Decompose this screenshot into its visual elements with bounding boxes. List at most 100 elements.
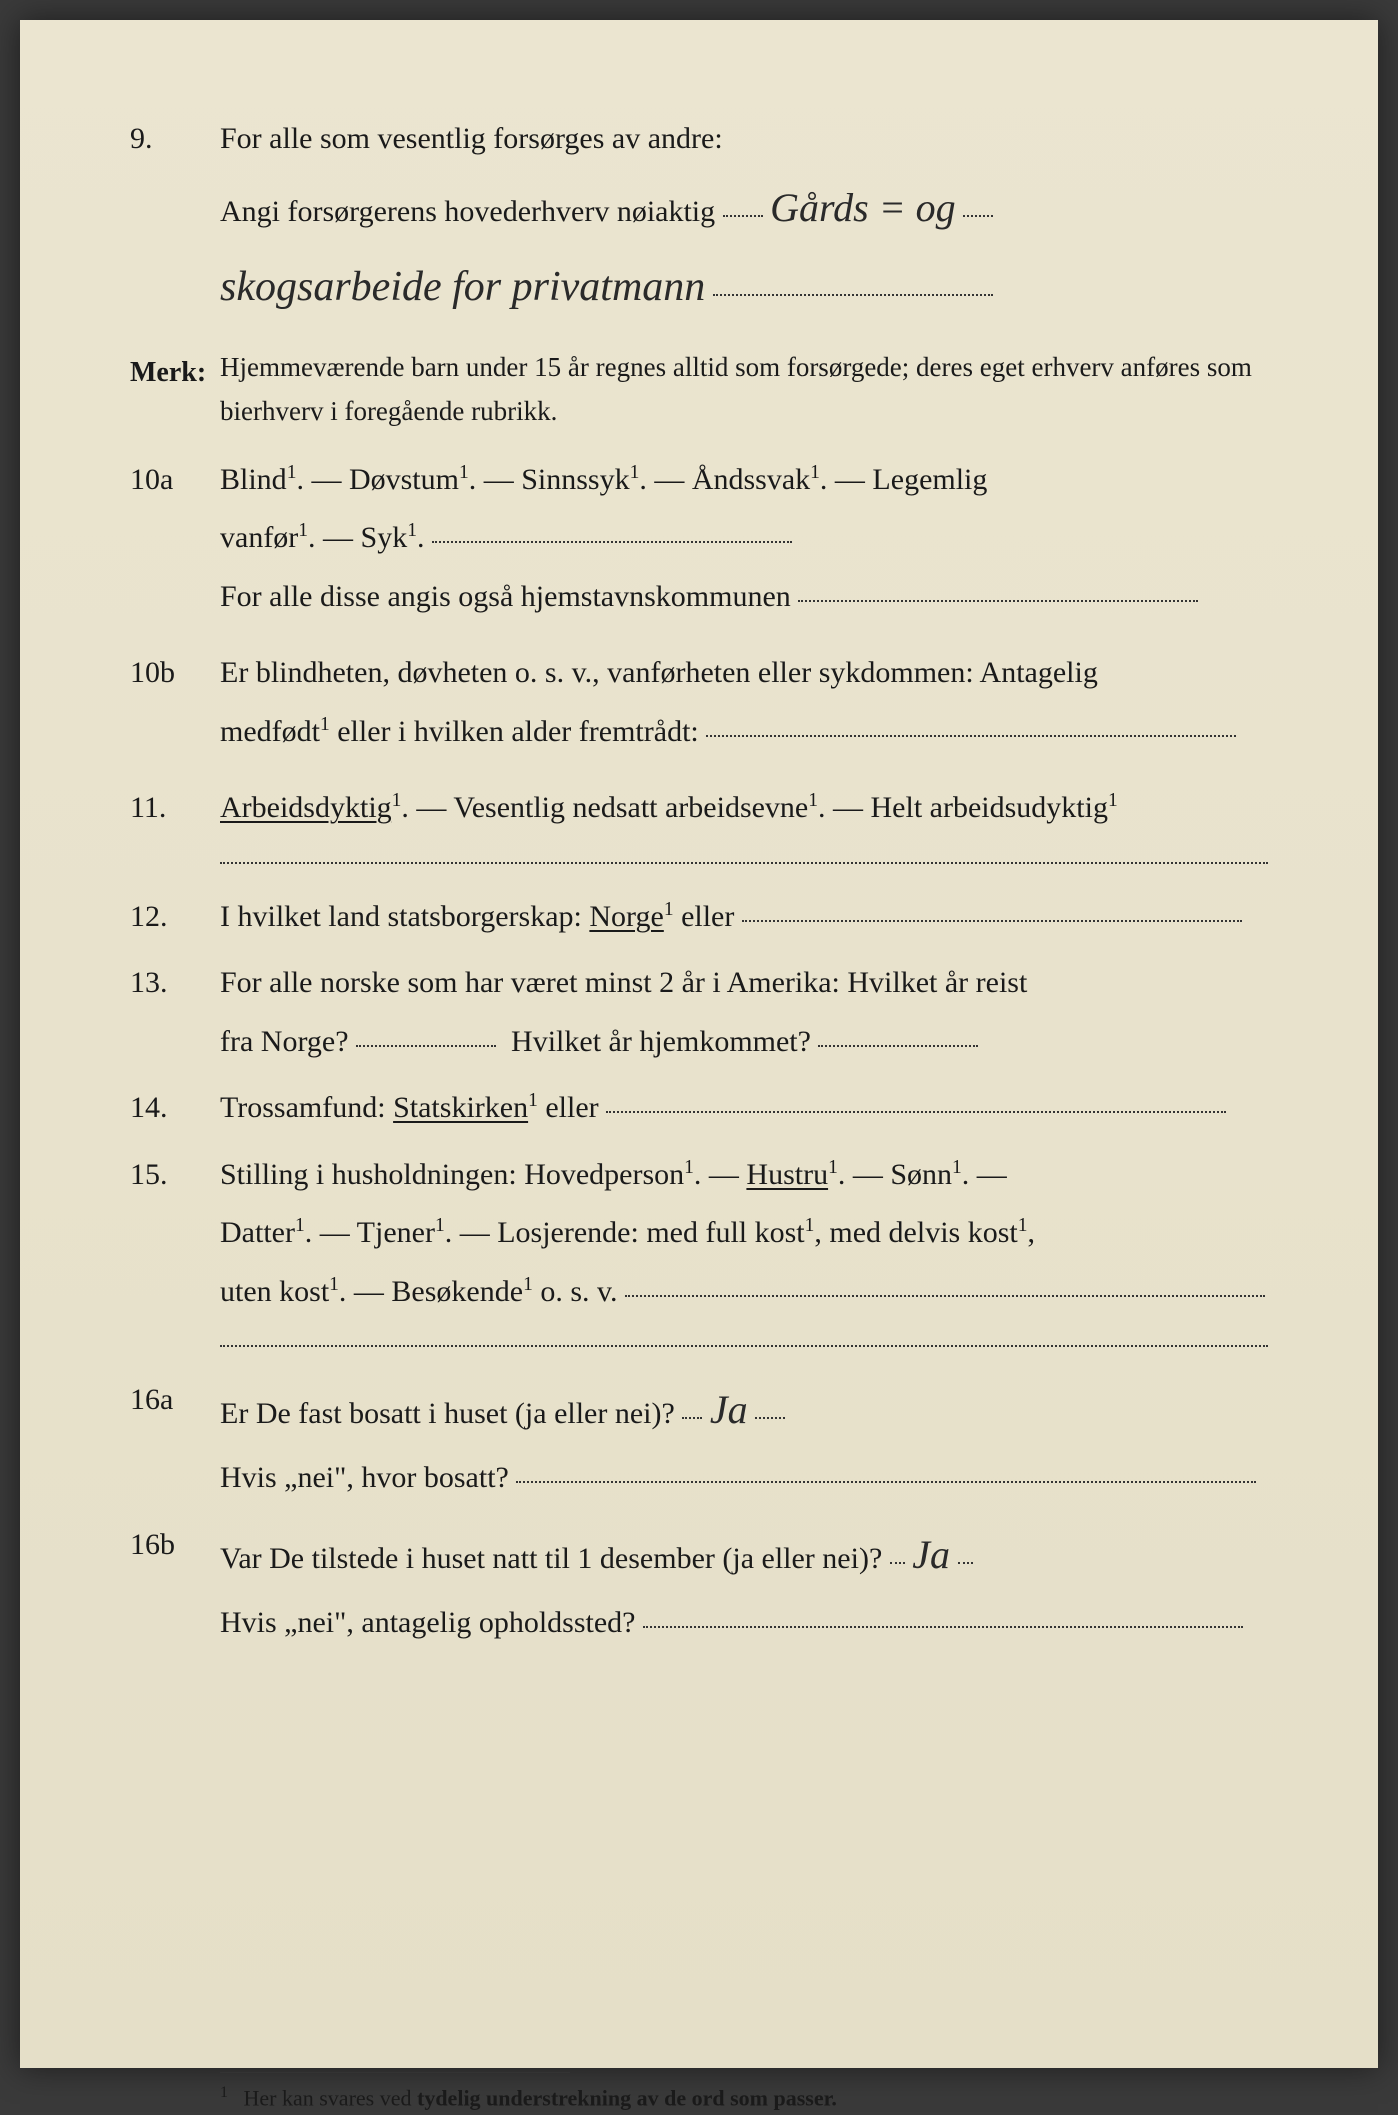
q15-datter: Datter [220, 1216, 295, 1249]
q12-pre: I hvilket land statsborgerskap: [220, 900, 589, 933]
q9-number: 9. [130, 110, 220, 167]
q16b-line2: Hvis „nei", antagelig opholdssted? [220, 1606, 636, 1639]
q14-post: eller [538, 1091, 599, 1124]
q10b-line1: Er blindheten, døvheten o. s. v., vanfør… [220, 656, 1098, 689]
merk-note: Merk: Hjemmeværende barn under 15 år reg… [130, 346, 1268, 432]
question-10a: 10a Blind1. — Døvstum1. — Sinnssyk1. — Å… [130, 451, 1268, 627]
q14-pre: Trossamfund: [220, 1091, 393, 1124]
question-12: 12. I hvilket land statsborgerskap: Norg… [130, 888, 1268, 947]
q10b-post: eller i hvilken alder fremtrådt: [330, 715, 699, 748]
q10a-syk: . — Syk [308, 521, 407, 554]
divider-line-2 [220, 1345, 1268, 1347]
q10a-legemlig: . — Legemlig [820, 463, 987, 496]
blank-line [713, 294, 993, 296]
q12-number: 12. [130, 888, 220, 945]
q10a-sinnssyk: . — Sinnssyk [469, 463, 630, 496]
q14-statskirken: Statskirken [393, 1091, 528, 1124]
q15-text: Stilling i husholdningen: Hovedperson1. … [220, 1146, 1268, 1322]
blank-line [356, 1045, 496, 1047]
blank-line [432, 541, 792, 543]
q16a-line1: Er De fast bosatt i huset (ja eller nei)… [220, 1397, 675, 1430]
question-15: 15. Stilling i husholdningen: Hovedperso… [130, 1146, 1268, 1322]
q9-handwritten-2: skogsarbeide for privatmann [220, 247, 705, 329]
footnote: 1 Her kan svares ved tydelig understrekn… [220, 2081, 1268, 2114]
question-14: 14. Trossamfund: Statskirken1 eller [130, 1079, 1268, 1138]
blank-line [516, 1481, 1256, 1483]
q15-dash2: . — [962, 1158, 1007, 1191]
q16a-line2: Hvis „nei", hvor bosatt? [220, 1461, 509, 1494]
q10b-text: Er blindheten, døvheten o. s. v., vanfør… [220, 644, 1268, 761]
q10a-dovstum: . — Døvstum [296, 463, 459, 496]
divider-line [220, 862, 1268, 864]
q11-number: 11. [130, 779, 220, 836]
q9-text: For alle som vesentlig forsørges av andr… [220, 110, 1268, 328]
footnote-pre: Her kan svares ved [244, 2086, 418, 2111]
q15-comma: , [1027, 1216, 1035, 1249]
q15-utenkost: uten kost [220, 1275, 329, 1308]
q16b-number: 16b [130, 1516, 220, 1573]
blank-line [963, 215, 993, 217]
merk-label: Merk: [130, 346, 220, 399]
q12-post: eller [674, 900, 735, 933]
q10b-medfodt: medfødt [220, 715, 320, 748]
blank-line [625, 1295, 1265, 1297]
blank-line [755, 1417, 785, 1419]
q15-hovedperson: Stilling i husholdningen: Hovedperson [220, 1158, 684, 1191]
q11-text: Arbeidsdyktig1. — Vesentlig nedsatt arbe… [220, 779, 1268, 838]
blank-line [798, 600, 1198, 602]
q16a-text: Er De fast bosatt i huset (ja eller nei)… [220, 1371, 1268, 1508]
q14-number: 14. [130, 1079, 220, 1136]
q13-line1: For alle norske som har været minst 2 år… [220, 966, 1027, 999]
question-16b: 16b Var De tilstede i huset natt til 1 d… [130, 1516, 1268, 1653]
q16b-line1: Var De tilstede i huset natt til 1 desem… [220, 1542, 882, 1575]
q15-fullkost: . — Losjerende: med full kost [445, 1216, 805, 1249]
q10a-dot: . [417, 521, 425, 554]
q15-sonn: . — Sønn [838, 1158, 952, 1191]
blank-line [958, 1562, 973, 1564]
q10a-vanfor: vanfør [220, 521, 298, 554]
blank-line [643, 1626, 1243, 1628]
q15-delviskost: , med delvis kost [814, 1216, 1017, 1249]
question-16a: 16a Er De fast bosatt i huset (ja eller … [130, 1371, 1268, 1508]
q13-fra-norge: fra Norge? [220, 1025, 349, 1058]
q10a-blind: Blind [220, 463, 287, 496]
blank-line [742, 920, 1242, 922]
q9-line1: For alle som vesentlig forsørges av andr… [220, 122, 723, 155]
q10a-andssvak: . — Åndssvak [639, 463, 810, 496]
q15-osv: o. s. v. [533, 1275, 618, 1308]
q16b-answer: Ja [912, 1516, 950, 1594]
question-11: 11. Arbeidsdyktig1. — Vesentlig nedsatt … [130, 779, 1268, 838]
q12-norge: Norge [589, 900, 663, 933]
q14-text: Trossamfund: Statskirken1 eller [220, 1079, 1268, 1138]
q16a-answer: Ja [710, 1371, 748, 1449]
q16b-text: Var De tilstede i huset natt til 1 desem… [220, 1516, 1268, 1653]
q15-hustru: Hustru [746, 1158, 828, 1191]
q10a-line3: For alle disse angis også hjemstavnskomm… [220, 580, 791, 613]
blank-line [706, 735, 1236, 737]
merk-text: Hjemmeværende barn under 15 år regnes al… [220, 346, 1268, 432]
question-9: 9. For alle som vesentlig forsørges av a… [130, 110, 1268, 328]
q15-dash1: . — [694, 1158, 747, 1191]
document-page: 9. For alle som vesentlig forsørges av a… [20, 20, 1378, 2068]
q10a-text: Blind1. — Døvstum1. — Sinnssyk1. — Åndss… [220, 451, 1268, 627]
q15-tjener: . — Tjener [305, 1216, 435, 1249]
q12-text: I hvilket land statsborgerskap: Norge1 e… [220, 888, 1268, 947]
question-13: 13. For alle norske som har været minst … [130, 954, 1268, 1071]
footnote-bold: tydelig understrekning av de ord som pas… [417, 2086, 837, 2111]
q13-hjemkommet: Hvilket år hjemkommet? [511, 1025, 811, 1058]
q10a-number: 10a [130, 451, 220, 508]
q11-udyktig: . — Helt arbeidsudyktig [818, 791, 1108, 824]
q11-nedsatt: . — Vesentlig nedsatt arbeidsevne [401, 791, 808, 824]
blank-line [818, 1045, 978, 1047]
blank-line [890, 1562, 905, 1564]
footnote-number: 1 [220, 2084, 228, 2101]
q13-text: For alle norske som har været minst 2 år… [220, 954, 1268, 1071]
q10b-number: 10b [130, 644, 220, 701]
q13-number: 13. [130, 954, 220, 1011]
q9-handwritten-1: Gårds = og [770, 169, 956, 247]
q16a-number: 16a [130, 1371, 220, 1428]
q9-line2-pre: Angi forsørgerens hovederhverv nøiaktig [220, 195, 715, 228]
blank-line [606, 1111, 1226, 1113]
footnote-divider [220, 2072, 570, 2073]
blank-line [682, 1417, 702, 1419]
